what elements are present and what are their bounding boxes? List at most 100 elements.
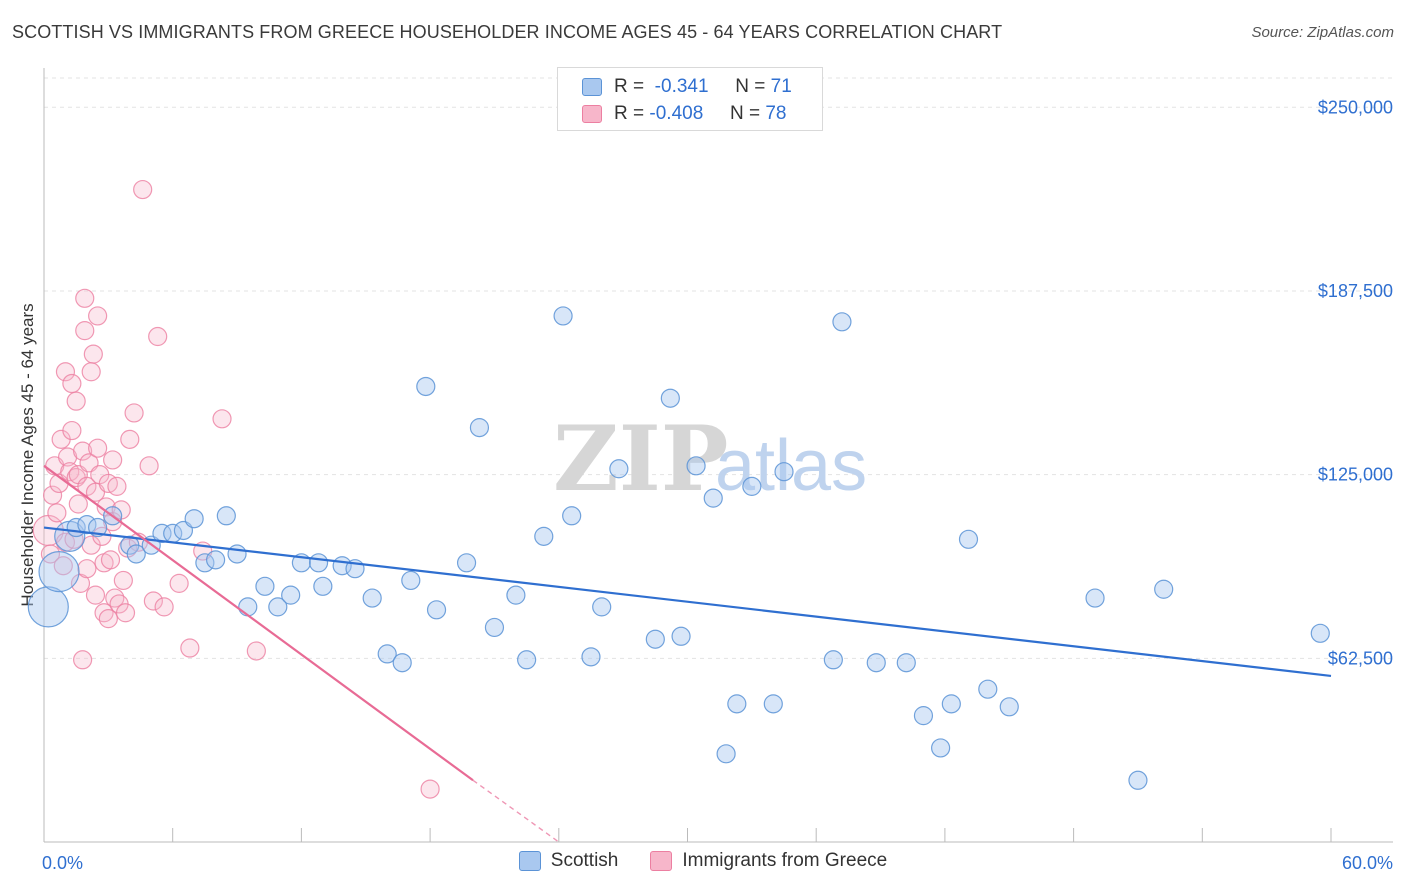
scottish-point [88,517,108,538]
legend-r-value: -0.341 [654,76,709,97]
scottish-point [268,597,288,617]
scottish-point [484,617,505,638]
scottish-point [716,744,736,764]
greece-swatch [650,851,673,871]
scottish-point [227,544,247,564]
greece-point [120,429,140,449]
scottish-trend-line [43,526,1332,678]
legend-n-value: 78 [765,103,787,124]
greece-point [246,641,266,661]
gridlines [44,77,1393,659]
scottish-point [742,476,762,496]
scottish-point [1310,623,1330,643]
greece-point [148,326,168,347]
greece-points [32,179,440,799]
scottish-point [456,553,477,573]
legend-row-greece: R = -0.408 N = 78 [582,103,786,125]
greece-trend-extension [472,779,560,843]
chart-title: SCOTTISH VS IMMIGRANTS FROM GREECE HOUSE… [12,22,1003,42]
scottish-point [469,418,490,438]
scottish-point [978,679,998,699]
scottish-point [206,550,226,570]
legend-n-label: N = [729,103,761,124]
greece-point [115,603,136,623]
y-tick-label: $250,000 [1318,97,1393,117]
scottish-point [660,388,680,408]
scottish-point [392,653,412,673]
scottish-swatch [518,851,541,871]
scottish-swatch [582,78,602,96]
scottish-point [216,506,236,526]
greece-point [55,362,76,382]
greece-swatch [582,105,602,123]
greece-point [85,585,106,605]
scottish-point [506,585,526,605]
scottish-point [308,553,329,573]
greece-point [113,570,133,591]
scottish-point [313,576,333,596]
scottish-point [823,650,843,670]
scottish-point [152,523,172,544]
scottish-point [609,459,629,479]
greece-point [88,306,108,326]
y-tick-label: $62,500 [1328,648,1393,668]
greece-point [53,556,73,576]
greece-point [73,441,93,461]
scottish-point [377,644,397,664]
scottish-point [931,738,951,758]
y-tick-label: $125,000 [1318,465,1393,485]
scottish-point [592,597,612,617]
scottish-point [1154,579,1174,599]
scottish-point [38,551,80,593]
greece-point [88,438,108,458]
greece-point [143,591,163,611]
series-legend: Scottish Immigrants from Greece [0,850,1406,872]
scottish-point [77,514,97,535]
scottish-point [581,647,601,667]
greece-trend-line [43,464,474,782]
scottish-point [184,509,204,529]
scottish-point [941,694,961,714]
greece-point [139,456,159,476]
scottish-point [958,529,979,549]
legend-item-label: Immigrants from Greece [682,850,888,871]
scottish-point [999,697,1019,717]
scottish-point [686,456,706,476]
greece-point [107,476,127,496]
scottish-point [426,600,447,620]
greece-point [75,321,95,341]
greece-point [100,550,121,570]
greece-point [83,344,103,364]
source-credit: Source: ZipAtlas.com [1251,24,1394,41]
greece-point [62,420,82,441]
scottish-point [832,312,852,332]
greece-point [169,573,189,593]
legend-r-label: R = [614,76,645,97]
scottish-point [727,694,747,714]
scottish-point [703,488,723,508]
legend-item-label: Scottish [550,850,619,871]
legend-row-scottish: R = -0.341 N = 71 [582,76,792,98]
greece-point [103,450,123,470]
greece-point [81,362,101,382]
scottish-point [27,586,69,628]
legend-item-greece[interactable]: Immigrants from Greece [650,850,887,872]
greece-point [420,779,440,799]
greece-point [66,391,86,411]
legend-n-label: N = [735,76,766,97]
greece-point [180,638,200,658]
legend-r-label: R = [614,103,645,124]
greece-point [154,597,174,617]
legend-item-scottish[interactable]: Scottish [518,850,619,872]
greece-point [68,494,88,514]
scottish-point [763,694,783,714]
scottish-point [645,629,665,649]
scottish-point [913,706,934,726]
x-tick-label: 60.0% [1342,853,1393,873]
scottish-point [896,653,916,673]
legend-r-value: -0.408 [649,103,704,124]
scottish-point [517,650,537,670]
scottish-point [362,588,382,608]
greece-point [98,609,118,629]
